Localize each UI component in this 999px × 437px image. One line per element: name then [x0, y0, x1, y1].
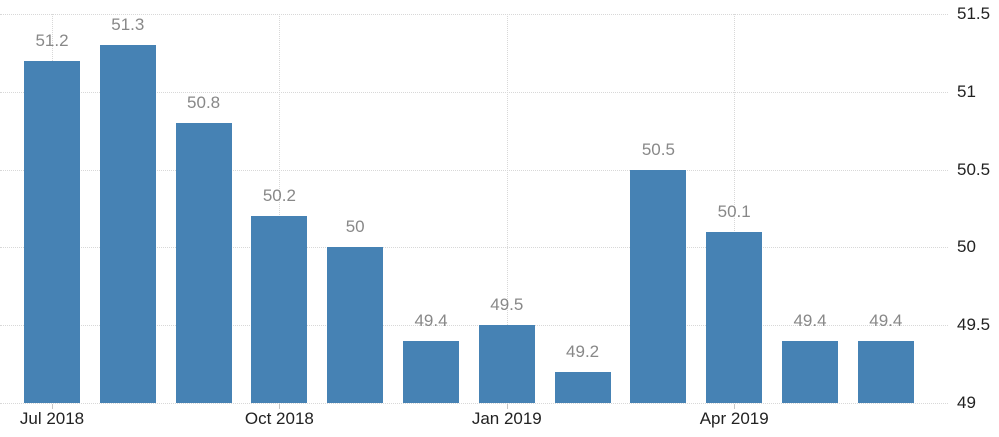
- h-gridline: [0, 403, 948, 404]
- bar[interactable]: [706, 231, 763, 403]
- v-gridline: [734, 14, 736, 403]
- h-gridline: [0, 14, 948, 15]
- bar-value-label: 49.2: [566, 341, 600, 361]
- bar-value-label: 49.4: [869, 310, 903, 330]
- bar-value-label: 50.2: [262, 186, 296, 206]
- y-axis-tick-label: 49.5: [957, 315, 991, 335]
- bar[interactable]: [554, 371, 611, 403]
- bar[interactable]: [175, 122, 232, 403]
- h-gridline: [0, 169, 948, 171]
- bar[interactable]: [99, 45, 156, 403]
- x-axis-tick-label: Oct 2018: [244, 409, 314, 428]
- v-gridline: [506, 14, 508, 403]
- bar[interactable]: [478, 325, 535, 403]
- bar-value-label: 50.8: [187, 92, 221, 112]
- x-tick-mark: [52, 404, 53, 409]
- bar[interactable]: [403, 340, 459, 403]
- bar[interactable]: [327, 247, 384, 403]
- x-tick-mark: [734, 404, 736, 409]
- bar-value-label: 49.4: [793, 310, 827, 330]
- x-axis-tick-label: Jan 2019: [471, 409, 542, 428]
- bar[interactable]: [24, 60, 80, 403]
- y-axis-tick-label: 51.5: [957, 4, 991, 23]
- bar-value-label: 49.5: [490, 295, 524, 315]
- bar[interactable]: [630, 169, 687, 403]
- y-axis-tick-label: 49: [957, 393, 976, 412]
- x-tick-mark: [506, 404, 508, 409]
- x-axis-tick-label: Jul 2018: [19, 409, 85, 428]
- bar[interactable]: [251, 216, 308, 403]
- x-tick-mark: [279, 404, 281, 409]
- v-gridline: [279, 14, 281, 403]
- bar[interactable]: [857, 340, 914, 403]
- h-gridline: [0, 325, 948, 327]
- bar-value-label: 50: [345, 217, 365, 237]
- y-axis-tick-label: 50.5: [957, 159, 991, 179]
- y-axis-tick-label: 50: [957, 237, 976, 257]
- bar-value-label: 50.5: [641, 139, 675, 159]
- bar-value-label: 49.4: [414, 310, 448, 330]
- h-gridline: [0, 247, 948, 249]
- bar[interactable]: [782, 340, 838, 403]
- y-axis-tick-label: 51: [957, 81, 976, 101]
- x-axis-tick-label: Apr 2019: [699, 409, 769, 428]
- bar-value-label: 51.3: [111, 15, 145, 35]
- bar-value-label: 51.2: [35, 30, 69, 50]
- h-gridline: [0, 91, 948, 93]
- bar-value-label: 50.1: [717, 201, 751, 221]
